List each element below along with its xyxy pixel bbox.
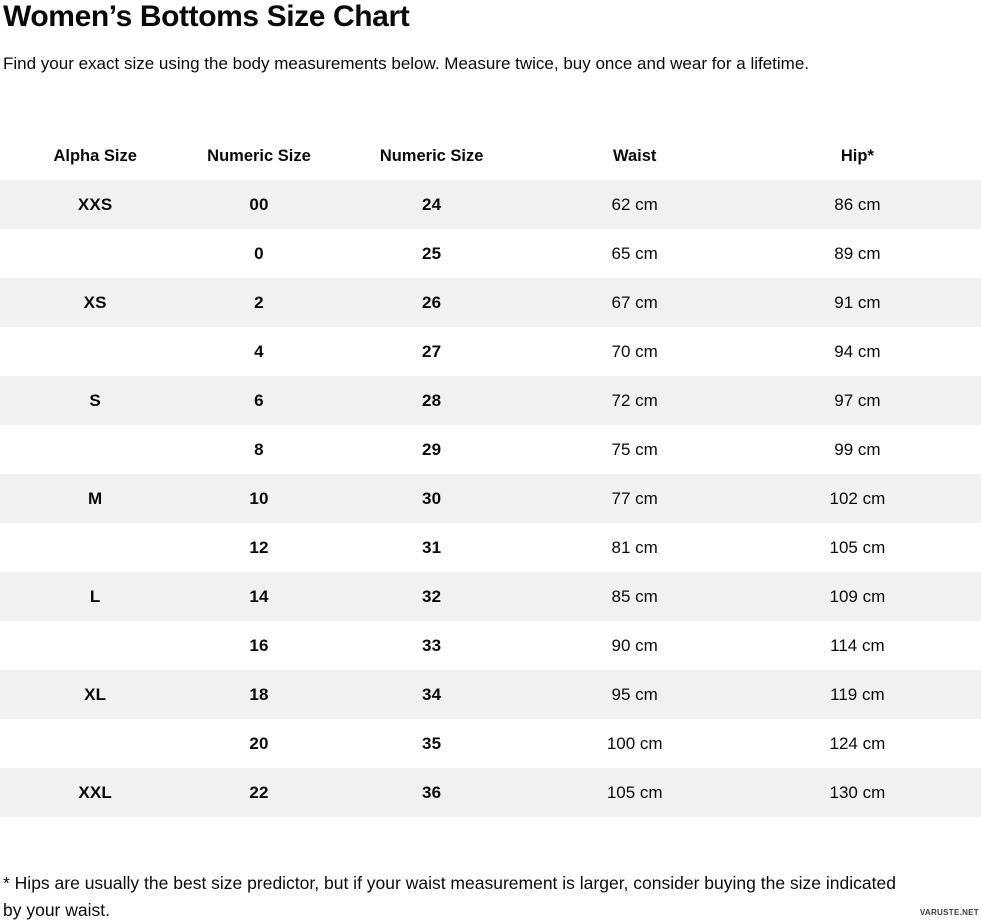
cell-alpha-size: XXL xyxy=(78,782,112,802)
table-row: 4 27 70 cm 94 cm xyxy=(0,327,981,377)
table-row: 16 33 90 cm 114 cm xyxy=(0,621,981,671)
size-table-header: Alpha Size Numeric Size Numeric Size Wai… xyxy=(0,133,981,180)
cell-numeric-size-us: 12 xyxy=(249,537,269,557)
cell-numeric-size-us: 10 xyxy=(249,488,269,508)
cell-alpha-size: XS xyxy=(83,292,107,312)
cell-numeric-size-inch: 27 xyxy=(421,341,442,361)
cell-numeric-size-inch: 28 xyxy=(421,390,442,410)
cell-numeric-size-us: 00 xyxy=(249,194,269,214)
cell-alpha-size: S xyxy=(89,390,101,410)
cell-waist: 85 cm xyxy=(611,586,658,606)
hip-size-footnote: * Hips are usually the best size predict… xyxy=(3,873,896,920)
cell-numeric-size-inch: 34 xyxy=(421,684,442,704)
cell-waist: 77 cm xyxy=(611,488,658,508)
cell-hip: 119 cm xyxy=(830,684,885,704)
cell-hip: 124 cm xyxy=(829,733,886,753)
cell-numeric-size-inch: 36 xyxy=(421,782,442,802)
cell-numeric-size-us: 22 xyxy=(249,782,269,802)
cell-waist: 105 cm xyxy=(606,782,663,802)
cell-alpha-size: L xyxy=(89,586,101,606)
cell-alpha-size: M xyxy=(87,488,103,508)
cell-waist: 81 cm xyxy=(611,537,658,557)
header-row: Alpha Size Numeric Size Numeric Size Wai… xyxy=(0,133,981,180)
cell-waist: 72 cm xyxy=(611,390,658,410)
cell-numeric-size-us: 0 xyxy=(254,243,264,263)
column-header-numeric-size-inch: Numeric Size xyxy=(379,147,484,166)
watermark: VARUSTE.NET xyxy=(919,908,979,917)
cell-numeric-size-us: 14 xyxy=(249,586,269,606)
cell-waist: 67 cm xyxy=(611,292,658,312)
page-subtitle: Find your exact size using the body meas… xyxy=(3,54,810,73)
cell-alpha-size: XL xyxy=(84,684,107,704)
cell-numeric-size-inch: 32 xyxy=(421,586,442,606)
cell-hip: 102 cm xyxy=(829,488,886,508)
cell-numeric-size-us: 20 xyxy=(249,733,269,753)
cell-hip: 89 cm xyxy=(834,243,881,263)
table-row: 0 25 65 cm 89 cm xyxy=(0,229,981,279)
cell-waist: 70 cm xyxy=(611,341,658,361)
cell-numeric-size-inch: 35 xyxy=(421,733,442,753)
table-row: XXS 00 24 62 cm 86 cm xyxy=(0,180,981,230)
cell-waist: 65 cm xyxy=(611,243,658,263)
cell-alpha-size xyxy=(0,425,190,474)
table-row: 12 31 81 cm 105 cm xyxy=(0,523,981,573)
cell-hip: 130 cm xyxy=(829,782,886,802)
cell-hip: 91 cm xyxy=(834,292,881,312)
size-chart-table: Alpha Size Numeric Size Numeric Size Wai… xyxy=(0,133,981,818)
cell-waist: 62 cm xyxy=(611,194,658,214)
cell-waist: 75 cm xyxy=(611,439,658,459)
cell-numeric-size-inch: 33 xyxy=(421,635,442,655)
cell-numeric-size-us: 18 xyxy=(249,684,269,704)
cell-numeric-size-inch: 31 xyxy=(421,537,442,557)
page-title: Women’s Bottoms Size Chart xyxy=(3,0,410,33)
table-row: S 6 28 72 cm 97 cm xyxy=(0,376,981,426)
cell-alpha-size xyxy=(0,719,190,768)
table-row: 20 35 100 cm 124 cm xyxy=(0,719,981,769)
cell-numeric-size-inch: 29 xyxy=(421,439,442,459)
cell-numeric-size-inch: 25 xyxy=(421,243,442,263)
table-row: 8 29 75 cm 99 cm xyxy=(0,425,981,475)
cell-hip: 105 cm xyxy=(829,537,886,557)
cell-hip: 94 cm xyxy=(834,341,881,361)
cell-alpha-size xyxy=(0,621,190,670)
cell-numeric-size-inch: 26 xyxy=(421,292,442,312)
size-table-body: XXS 00 24 62 cm 86 cm 0 25 65 cm 89 cm XS 2 26 67 cm… xyxy=(0,180,981,818)
table-row: XS 2 26 67 cm 91 cm xyxy=(0,278,981,328)
column-header-numeric-size-us: Numeric Size xyxy=(207,147,311,166)
cell-numeric-size-us: 6 xyxy=(254,390,264,410)
cell-hip: 114 cm xyxy=(830,635,885,655)
cell-waist: 100 cm xyxy=(606,733,663,753)
column-header-waist: Waist xyxy=(612,147,657,166)
table-row: XL 18 34 95 cm 119 cm xyxy=(0,670,981,720)
cell-numeric-size-inch: 30 xyxy=(421,488,442,508)
cell-hip: 86 cm xyxy=(834,194,881,214)
cell-numeric-size-us: 16 xyxy=(249,635,269,655)
cell-waist: 95 cm xyxy=(611,684,658,704)
column-header-alpha-size: Alpha Size xyxy=(53,147,137,166)
cell-numeric-size-us: 2 xyxy=(254,292,264,312)
cell-alpha-size: XXS xyxy=(77,194,113,214)
cell-alpha-size xyxy=(0,327,190,376)
cell-numeric-size-us: 8 xyxy=(254,439,264,459)
column-header-hip: Hip* xyxy=(840,147,874,166)
cell-hip: 97 cm xyxy=(834,390,881,410)
cell-alpha-size xyxy=(0,229,190,278)
cell-numeric-size-us: 4 xyxy=(254,341,264,361)
cell-alpha-size xyxy=(0,523,190,572)
cell-waist: 90 cm xyxy=(611,635,658,655)
cell-numeric-size-inch: 24 xyxy=(421,194,442,214)
cell-hip: 99 cm xyxy=(834,439,881,459)
table-row: XXL 22 36 105 cm 130 cm xyxy=(0,768,981,818)
cell-hip: 109 cm xyxy=(829,586,886,606)
table-row: L 14 32 85 cm 109 cm xyxy=(0,572,981,622)
table-row: M 10 30 77 cm 102 cm xyxy=(0,474,981,524)
